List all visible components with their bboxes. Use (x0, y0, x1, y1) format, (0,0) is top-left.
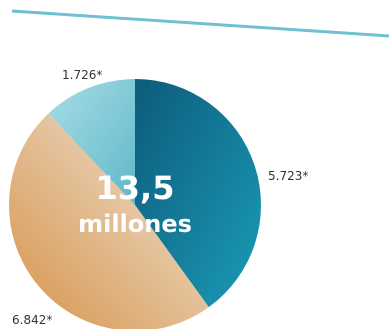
center-total-value: 13,5 (96, 169, 175, 207)
header-rule (11, 9, 389, 38)
pie-slices (9, 79, 261, 329)
pie-slice-1 (135, 79, 261, 308)
slice-label-2: 6.842* (12, 313, 52, 327)
slice-label-1: 5.723* (268, 169, 308, 183)
slice-label-3: 1.726* (62, 68, 102, 82)
center-total-unit: millones (78, 210, 192, 238)
pie-slice-2 (9, 113, 209, 329)
pie-slice-3 (48, 79, 135, 205)
